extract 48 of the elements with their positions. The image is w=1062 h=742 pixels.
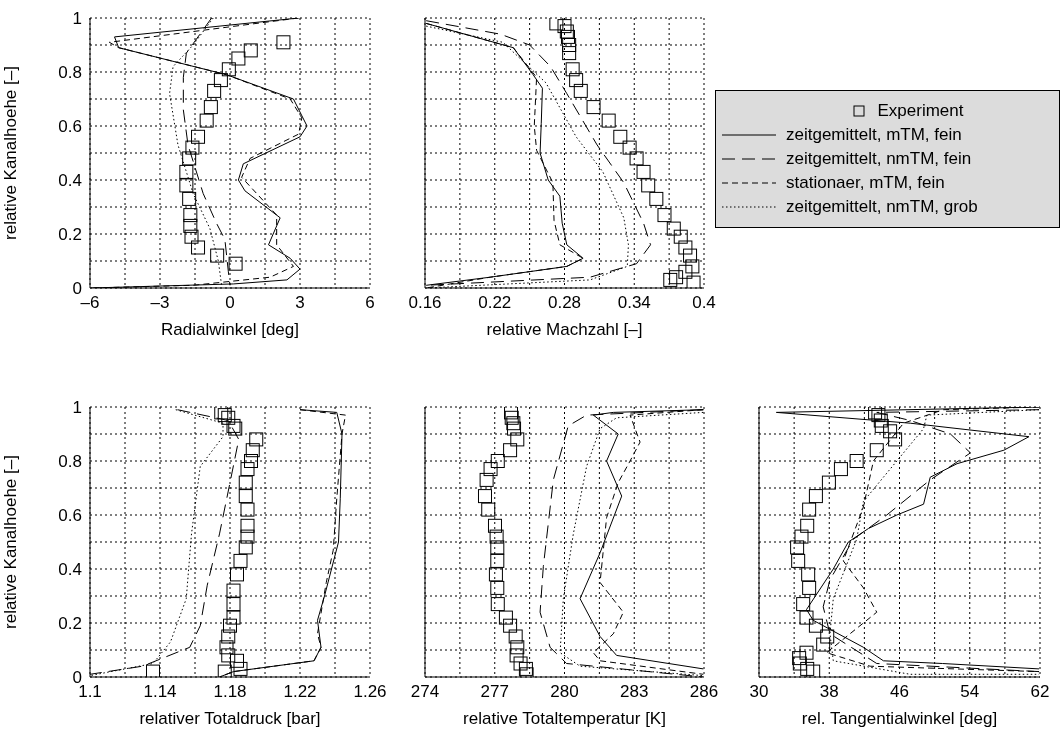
x-tick-label: 0.28 <box>547 293 582 313</box>
y-tick-label: 0.6 <box>58 117 82 137</box>
x-axis-title: relativer Totaldruck [bar] <box>138 709 322 729</box>
y-tick-label: 0.8 <box>58 63 82 83</box>
x-tick-label: 1.18 <box>213 682 247 702</box>
x-tick-label: 1.26 <box>353 682 387 702</box>
y-tick-label: 0.6 <box>58 506 82 526</box>
x-tick-label: 274 <box>410 682 440 702</box>
x-axis-title: relative Machzahl [–] <box>485 320 644 340</box>
y-tick-label: 0.8 <box>58 452 82 472</box>
x-tick-label: 62 <box>1030 682 1050 702</box>
x-tick-label: 3 <box>295 293 305 313</box>
x-tick-label: 286 <box>689 682 719 702</box>
x-axis-title: relative Totaltemperatur [K] <box>462 709 667 729</box>
y-axis-title: relative Kanalhoehe [–] <box>1 454 21 631</box>
x-tick-label: 1.1 <box>78 682 102 702</box>
x-tick-label: –6 <box>80 293 100 313</box>
x-tick-label: 38 <box>819 682 839 702</box>
x-tick-label: 280 <box>550 682 579 702</box>
y-tick-label: 1 <box>72 9 82 29</box>
x-tick-label: –3 <box>150 293 170 313</box>
legend-label: zeitgemittelt, nmTM, grob <box>786 197 978 217</box>
x-tick-label: 1.14 <box>143 682 177 702</box>
legend-label: zeitgemittelt, nmTM, fein <box>786 149 972 169</box>
x-tick-label: 0.34 <box>617 293 651 313</box>
x-tick-label: 6 <box>365 293 375 313</box>
x-tick-label: 46 <box>890 682 909 702</box>
y-tick-label: 0 <box>72 279 82 299</box>
y-tick-label: 0.4 <box>58 560 82 580</box>
x-tick-label: 1.22 <box>283 682 317 702</box>
y-tick-label: 1 <box>72 398 82 418</box>
x-tick-label: 54 <box>960 682 980 702</box>
legend-label: zeitgemittelt, mTM, fein <box>786 125 962 145</box>
y-axis-title: relative Kanalhoehe [–] <box>1 65 21 242</box>
y-tick-label: 0.4 <box>58 171 82 191</box>
x-axis-title: Radialwinkel [deg] <box>160 320 300 340</box>
legend-label: Experiment <box>877 101 964 121</box>
x-tick-label: 0 <box>225 293 235 313</box>
y-tick-label: 0.2 <box>58 614 82 634</box>
x-tick-label: 0.16 <box>408 293 442 313</box>
x-tick-label: 283 <box>620 682 649 702</box>
x-tick-label: 0.4 <box>692 293 716 313</box>
x-tick-label: 30 <box>749 682 769 702</box>
x-axis-title: rel. Tangentialwinkel [deg] <box>800 709 999 729</box>
y-tick-label: 0.2 <box>58 225 82 245</box>
x-tick-label: 277 <box>480 682 509 702</box>
x-tick-label: 0.22 <box>478 293 512 313</box>
legend-label: stationaer, mTM, fein <box>786 173 945 193</box>
